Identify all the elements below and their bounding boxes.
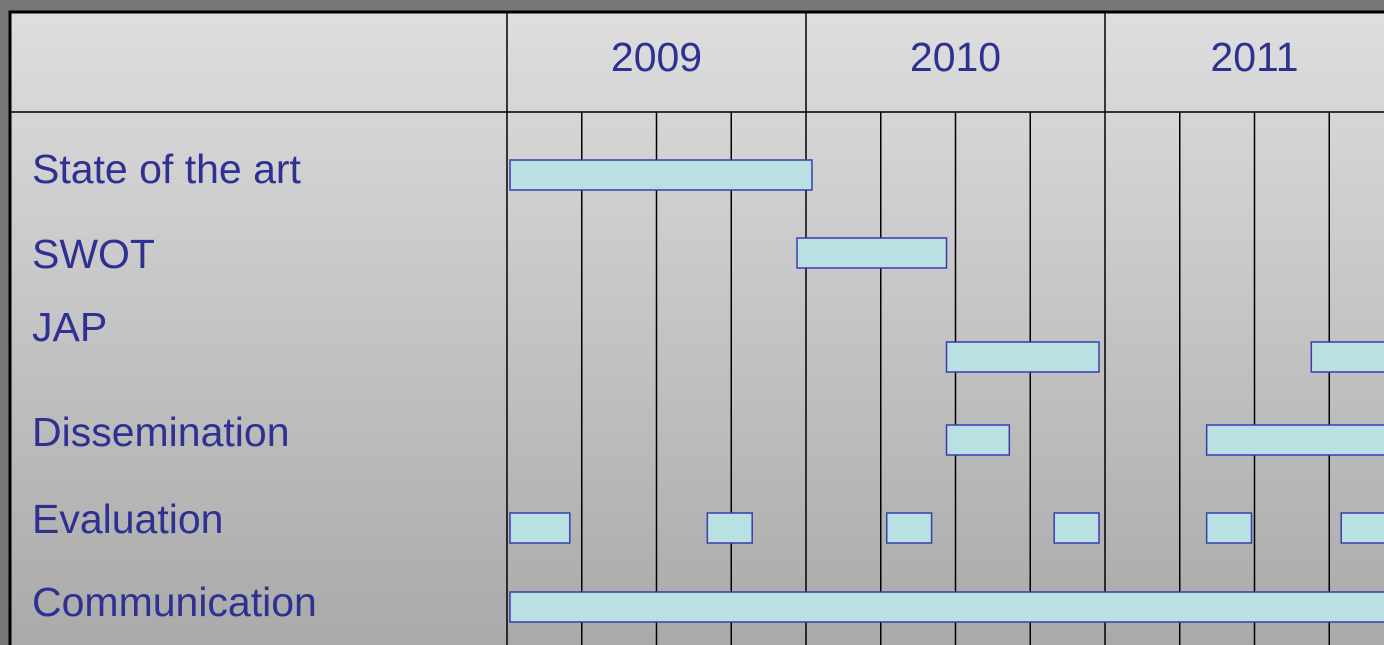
task-bar	[945, 424, 1011, 456]
task-label: Communication	[32, 579, 317, 625]
task-label: JAP	[32, 304, 107, 350]
task-bar	[509, 512, 571, 544]
task-bar	[945, 341, 1100, 373]
task-bar	[1310, 341, 1384, 373]
task-bar	[885, 512, 933, 544]
task-bar	[1340, 512, 1384, 544]
task-bar	[706, 512, 753, 544]
task-label: SWOT	[32, 231, 155, 277]
task-bar	[1205, 512, 1253, 544]
task-bar	[509, 159, 813, 191]
task-bar	[1205, 424, 1384, 456]
task-bar	[509, 591, 1384, 623]
table-background	[8, 10, 1384, 645]
task-bar	[1053, 512, 1100, 544]
year-label: 2010	[910, 34, 1001, 80]
task-label: Dissemination	[32, 409, 290, 455]
task-label: State of the art	[32, 146, 302, 192]
task-label: Evaluation	[32, 496, 223, 542]
task-bar	[796, 237, 948, 269]
year-label: 2011	[1210, 34, 1298, 80]
year-label: 2009	[611, 34, 702, 80]
